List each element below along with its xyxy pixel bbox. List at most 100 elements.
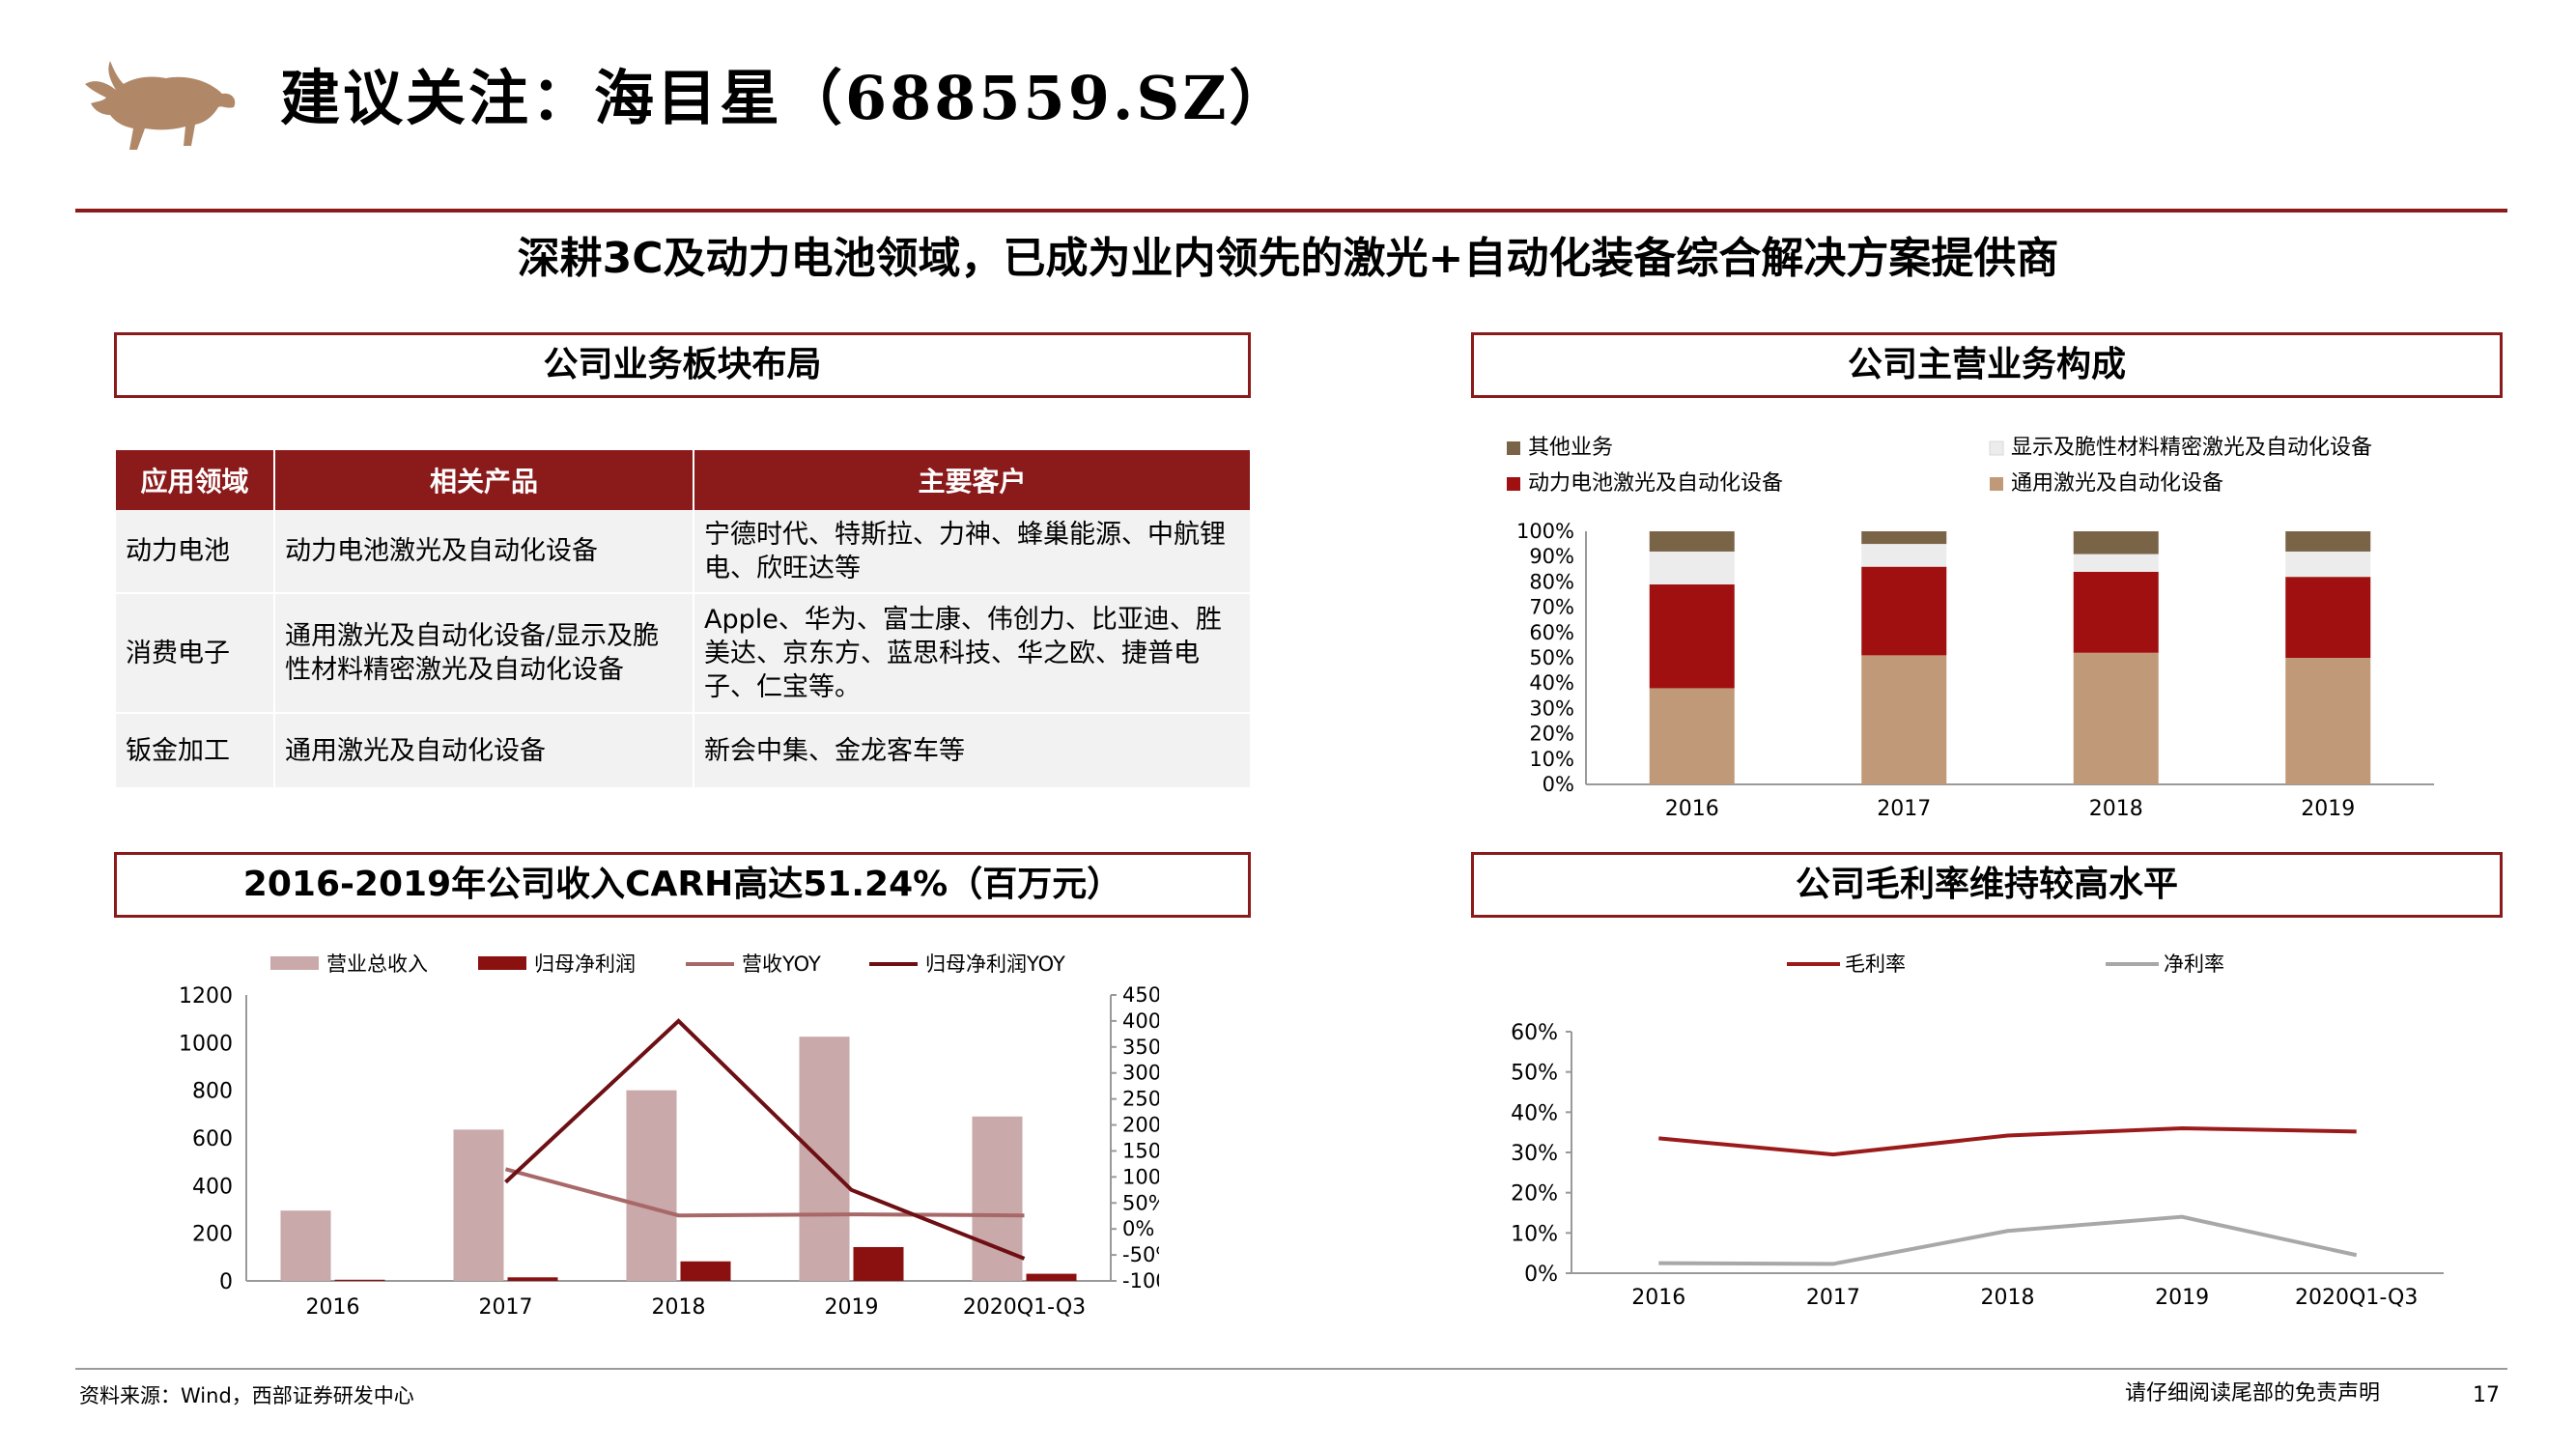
table-cell: 消费电子 — [116, 593, 274, 713]
stacked-bar-segment — [1650, 552, 1735, 584]
table-row: 消费电子 通用激光及自动化设备/显示及脆性材料精密激光及自动化设备 Apple、… — [116, 593, 1250, 713]
y-tick-label: 40% — [1511, 1101, 1558, 1125]
legend-swatch — [1507, 441, 1520, 455]
disclaimer-link[interactable]: 请仔细阅读尾部的免责声明 — [2125, 1379, 2380, 1408]
stacked-bar-segment — [1861, 567, 1946, 656]
x-tick-label: 2019 — [2155, 1286, 2209, 1310]
right-y-tick-label: 300% — [1122, 1062, 1159, 1085]
table-header-cell: 主要客户 — [694, 450, 1250, 510]
legend-label: 显示及脆性材料精密激光及自动化设备 — [2011, 436, 2372, 460]
table-row: 钣金加工 通用激光及自动化设备 新会中集、金龙客车等 — [116, 713, 1250, 788]
section-title-margin: 公司毛利率维持较高水平 — [1471, 852, 2503, 918]
legend-swatch — [478, 956, 526, 970]
left-y-tick-label: 800 — [192, 1080, 233, 1104]
right-y-tick-label: 100% — [1122, 1165, 1159, 1188]
stacked-bar-segment — [2074, 653, 2159, 784]
right-y-tick-label: -100% — [1122, 1269, 1159, 1293]
x-tick-label: 2017 — [479, 1295, 533, 1320]
x-tick-label: 2016 — [1631, 1286, 1685, 1310]
left-y-tick-label: 1200 — [179, 984, 233, 1009]
table-cell: 动力电池 — [116, 510, 274, 593]
net-profit-bar — [508, 1277, 558, 1281]
x-tick-label: 2018 — [1981, 1286, 2035, 1310]
right-y-tick-label: 200% — [1122, 1114, 1159, 1137]
net-profit-bar — [854, 1247, 904, 1281]
section-title-business-composition: 公司主营业务构成 — [1471, 332, 2503, 398]
left-y-tick-label: 1000 — [179, 1032, 233, 1056]
x-tick-label: 2019 — [2301, 797, 2355, 821]
page-subtitle: 深耕3C及动力电池领域，已成为业内领先的激光+自动化装备综合解决方案提供商 — [0, 230, 2576, 288]
y-tick-label: 90% — [1529, 545, 1574, 568]
right-y-tick-label: 0% — [1122, 1217, 1154, 1240]
legend-label: 营业总收入 — [326, 952, 428, 976]
y-tick-label: 10% — [1511, 1222, 1558, 1246]
table-cell: 宁德时代、特斯拉、力神、蜂巢能源、中航锂电、欣旺达等 — [694, 510, 1250, 593]
margin-line — [1658, 1128, 2356, 1154]
right-y-tick-label: 450% — [1122, 983, 1159, 1007]
y-tick-label: 30% — [1511, 1142, 1558, 1166]
right-y-tick-label: 350% — [1122, 1036, 1159, 1059]
table-cell: 通用激光及自动化设备 — [274, 713, 694, 788]
source-note: 资料来源：Wind，西部证券研发中心 — [79, 1381, 414, 1410]
legend-swatch — [1990, 477, 2003, 491]
y-tick-label: 20% — [1529, 723, 1574, 746]
legend-label: 净利率 — [2164, 952, 2224, 976]
y-tick-label: 60% — [1529, 621, 1574, 644]
section-title-business-layout: 公司业务板块布局 — [114, 332, 1251, 398]
left-y-tick-label: 0 — [219, 1270, 233, 1294]
y-tick-label: 40% — [1529, 671, 1574, 695]
table-cell: 通用激光及自动化设备/显示及脆性材料精密激光及自动化设备 — [274, 593, 694, 713]
y-tick-label: 80% — [1529, 570, 1574, 593]
y-tick-label: 20% — [1511, 1182, 1558, 1207]
y-tick-label: 0% — [1524, 1263, 1558, 1287]
x-tick-label: 2017 — [1806, 1286, 1860, 1310]
legend-label: 其他业务 — [1528, 436, 1613, 460]
y-tick-label: 50% — [1529, 646, 1574, 669]
y-tick-label: 30% — [1529, 696, 1574, 720]
x-tick-label: 2016 — [1665, 797, 1719, 821]
page-number: 17 — [2473, 1381, 2500, 1410]
left-y-tick-label: 400 — [192, 1175, 233, 1199]
right-y-tick-label: 150% — [1122, 1139, 1159, 1162]
table-cell: 动力电池激光及自动化设备 — [274, 510, 694, 593]
revenue-bar — [281, 1210, 331, 1281]
stacked-bar-segment — [1650, 531, 1735, 552]
legend-label: 归母净利润 — [534, 952, 636, 976]
y-tick-label: 10% — [1529, 748, 1574, 771]
x-tick-label: 2018 — [2089, 797, 2143, 821]
x-tick-label: 2016 — [306, 1295, 360, 1320]
net-profit-bar — [335, 1280, 385, 1281]
stacked-bar-segment — [2285, 577, 2370, 658]
stacked-bar-segment — [1861, 544, 1946, 567]
revenue-bar — [627, 1091, 677, 1281]
stacked-bar-segment — [1650, 584, 1735, 688]
x-tick-label: 2020Q1-Q3 — [963, 1295, 1086, 1320]
y-tick-label: 60% — [1511, 1021, 1558, 1045]
legend-label: 通用激光及自动化设备 — [2011, 471, 2223, 496]
net-profit-bar — [681, 1262, 731, 1281]
legend-swatch — [1507, 477, 1520, 491]
right-y-tick-label: 400% — [1122, 1009, 1159, 1033]
right-y-tick-label: -50% — [1122, 1243, 1159, 1266]
legend-swatch — [270, 956, 319, 970]
table-cell: Apple、华为、富士康、伟创力、比亚迪、胜美达、京东方、蓝思科技、华之欧、捷普… — [694, 593, 1250, 713]
right-y-tick-label: 50% — [1122, 1191, 1159, 1214]
legend-label: 归母净利润YOY — [925, 952, 1065, 976]
table-header-row: 应用领域 相关产品 主要客户 — [116, 450, 1250, 510]
business-layout-table: 应用领域 相关产品 主要客户 动力电池 动力电池激光及自动化设备 宁德时代、特斯… — [116, 450, 1250, 789]
table-row: 动力电池 动力电池激光及自动化设备 宁德时代、特斯拉、力神、蜂巢能源、中航锂电、… — [116, 510, 1250, 593]
stacked-bar-segment — [1861, 531, 1946, 544]
x-tick-label: 2019 — [825, 1295, 879, 1320]
x-tick-label: 2017 — [1877, 797, 1931, 821]
revenue-bar — [454, 1129, 504, 1281]
left-y-tick-label: 600 — [192, 1127, 233, 1151]
y-tick-label: 70% — [1529, 596, 1574, 619]
legend-label: 动力电池激光及自动化设备 — [1528, 471, 1783, 496]
revenue-bar — [800, 1037, 850, 1281]
x-tick-label: 2020Q1-Q3 — [2295, 1286, 2418, 1310]
table-header-cell: 相关产品 — [274, 450, 694, 510]
legend-label: 营收YOY — [742, 952, 821, 976]
stacked-bar-segment — [1650, 688, 1735, 784]
x-tick-label: 2018 — [652, 1295, 706, 1320]
